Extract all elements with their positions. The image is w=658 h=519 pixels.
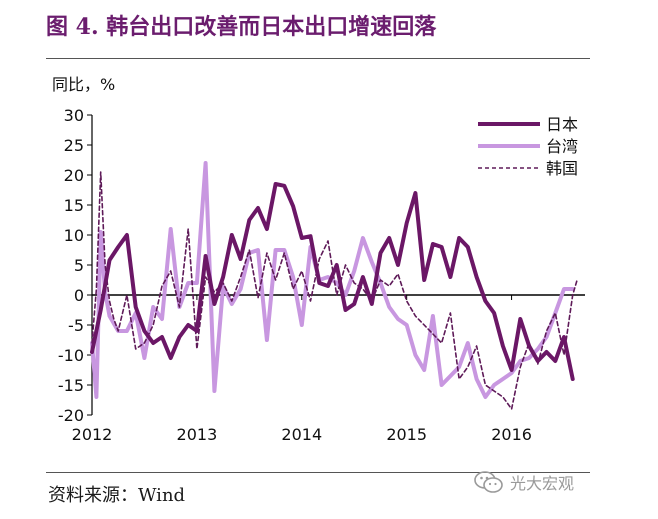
y-tick-label: -5	[68, 316, 84, 335]
watermark: 光大宏观	[474, 470, 574, 494]
x-tick-label: 2012	[72, 425, 113, 444]
y-tick-label: 0	[74, 286, 84, 305]
x-tick-label: 2013	[177, 425, 218, 444]
legend-label-japan: 日本	[546, 115, 578, 134]
legend-label-taiwan: 台湾	[546, 137, 578, 156]
y-tick-label: 5	[74, 256, 84, 275]
top-rule	[46, 58, 590, 59]
watermark-text: 光大宏观	[510, 474, 575, 493]
figure-title: 图 4. 韩台出口改善而日本出口增速回落	[46, 14, 437, 40]
y-tick-label: -20	[58, 406, 84, 425]
bottom-rule	[46, 472, 590, 473]
series-line-taiwan	[90, 161, 575, 399]
y-tick-label: 30	[64, 106, 84, 125]
x-tick-label: 2016	[491, 425, 532, 444]
x-tick-label: 2015	[386, 425, 427, 444]
series-line-korea	[91, 171, 578, 410]
chart-series	[90, 161, 578, 410]
y-tick-label: 10	[64, 226, 84, 245]
x-tick-label: 2014	[281, 425, 322, 444]
y-axis-label: 同比，%	[52, 75, 115, 94]
y-tick-label: -10	[58, 346, 84, 365]
legend-label-korea: 韩国	[546, 159, 578, 178]
chart-axes: -20 -15 -10 -5 0 5 10 15 20 25 30 2012 2013 2014 2015 2…	[58, 106, 585, 444]
source-note: 资料来源：Wind	[48, 485, 186, 506]
wechat-icon	[474, 471, 503, 493]
y-tick-label: 15	[64, 196, 84, 215]
series-line-japan	[90, 182, 575, 381]
y-tick-label: 20	[64, 166, 84, 185]
y-tick-label: -15	[58, 376, 84, 395]
y-tick-label: 25	[64, 136, 84, 155]
line-chart: 同比，% -20 -15 -10 -5 0 5 10 15 20 25 30 2012 2013 2014…	[52, 75, 585, 444]
